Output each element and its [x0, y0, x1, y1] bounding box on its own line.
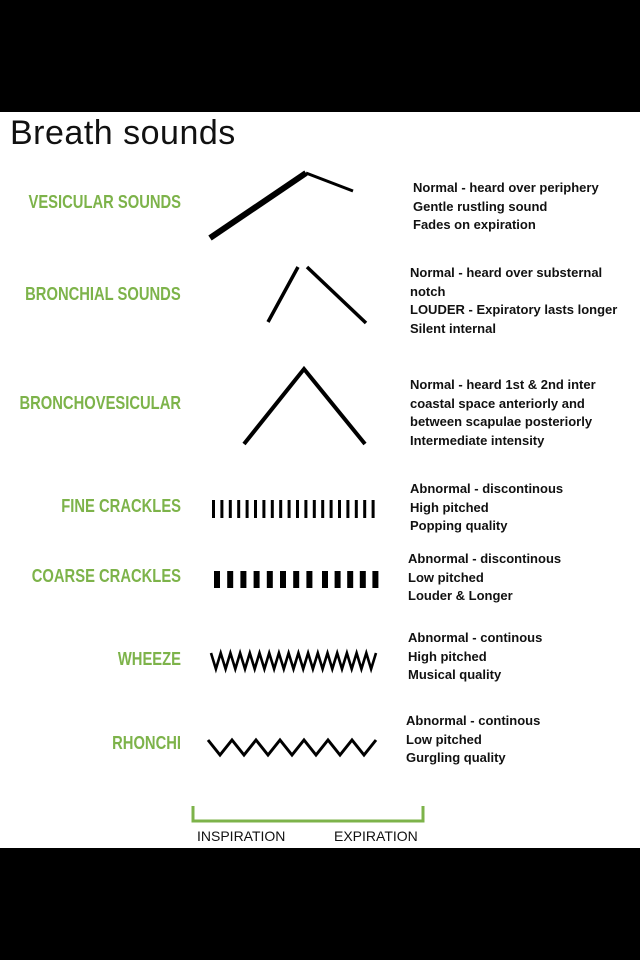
desc-coarse-crackles: Abnormal - discontinous Low pitched Loud…	[408, 550, 561, 606]
fine-crackle-tick	[371, 500, 375, 518]
desc-line: Intermediate intensity	[410, 432, 545, 448]
waveforms	[191, 170, 425, 823]
coarse-crackle-bar	[306, 571, 313, 588]
fine-crackle-tick	[296, 500, 299, 518]
label-vesicular: VESICULAR SOUNDS	[28, 192, 181, 212]
desc-line: Gentle rustling sound	[413, 198, 548, 214]
fine-crackle-tick	[254, 500, 257, 518]
desc-line: Abnormal - discontinous	[408, 551, 562, 566]
fine-crackle-tick	[329, 500, 333, 518]
desc-line: Abnormal - discontinous	[410, 481, 564, 496]
fine-crackle-tick	[270, 500, 274, 518]
label-bronchial: BRONCHIAL SOUNDS	[25, 284, 181, 304]
coarse-crackle-bar	[253, 571, 260, 588]
bronchovesicular-waveform	[242, 365, 367, 446]
label-rhonchi: RHONCHI	[112, 733, 181, 753]
desc-line: coastal space anteriorly and	[410, 395, 585, 411]
desc-line: Fades on expiration	[413, 217, 536, 232]
timeline-bracket	[191, 806, 425, 823]
coarse-crackle-bar	[280, 571, 286, 588]
fine-crackle-tick	[279, 500, 283, 518]
label-bronchovesicular: BRONCHOVESICULAR	[19, 393, 181, 413]
coarse-crackle-bar	[322, 571, 328, 588]
desc-line: Popping quality	[410, 518, 508, 533]
coarse-crackle-bar	[347, 571, 354, 588]
desc-line: LOUDER - Expiratory lasts longer	[410, 302, 618, 317]
fine-crackle-tick	[321, 500, 325, 518]
desc-line: between scapulae posteriorly	[410, 414, 593, 429]
fine-crackle-tick	[262, 500, 266, 518]
desc-line: Gurgling quality	[406, 750, 506, 765]
fine-crackle-tick	[212, 500, 215, 518]
coarse-crackle-bar	[359, 571, 366, 588]
expiration-line	[305, 171, 354, 193]
desc-line: High pitched	[410, 499, 489, 515]
label-coarse-crackles: COARSE CRACKLES	[31, 566, 181, 586]
desc-wheeze: Abnormal - continous High pitched Musica…	[408, 629, 542, 685]
inspiration-line	[208, 170, 308, 241]
vesicular-waveform	[208, 170, 354, 241]
coarse-crackles-waveform	[214, 571, 379, 588]
rhonchi-waveform	[206, 737, 378, 758]
coarse-crackle-bar	[334, 571, 341, 588]
desc-line: notch	[410, 283, 446, 299]
wheeze-waveform	[209, 648, 378, 674]
peak-line	[242, 365, 367, 446]
coarse-crackle-bar	[227, 571, 234, 588]
inspiration-label: INSPIRATION	[197, 828, 286, 844]
desc-line: Normal - heard over substernal	[410, 265, 603, 280]
desc-line: Low pitched	[406, 731, 482, 747]
page-title: Breath sounds	[10, 114, 236, 152]
fine-crackle-tick	[354, 500, 358, 518]
fine-crackle-tick	[245, 500, 249, 518]
fine-crackle-tick	[304, 500, 308, 518]
fine-crackle-tick	[237, 500, 241, 518]
expiration-line	[305, 265, 368, 325]
fine-crackle-tick	[312, 500, 316, 518]
desc-line: Silent internal	[410, 320, 496, 336]
fine-crackle-tick	[220, 500, 224, 518]
coarse-crackle-bar	[214, 571, 220, 588]
breath-sounds-chart: Breath sounds VESICULAR SOUNDS BRONCHIAL…	[0, 112, 640, 848]
desc-vesicular: Normal - heard over periphery Gentle rus…	[413, 179, 599, 235]
fine-crackle-tick	[363, 500, 367, 518]
coarse-crackle-bar	[240, 571, 247, 588]
desc-line: Abnormal - continous	[408, 630, 543, 645]
desc-line: Louder & Longer	[408, 588, 513, 603]
label-fine-crackles: FINE CRACKLES	[61, 496, 181, 516]
desc-bronchovesicular: Normal - heard 1st & 2nd inter coastal s…	[410, 376, 596, 450]
coarse-crackle-bar	[372, 571, 379, 588]
coarse-crackle-bar	[266, 571, 273, 588]
desc-fine-crackles: Abnormal - discontinous High pitched Pop…	[410, 480, 563, 536]
bronchial-waveform	[266, 265, 368, 325]
fine-crackle-tick	[346, 500, 350, 518]
desc-rhonchi: Abnormal - continous Low pitched Gurglin…	[406, 712, 540, 768]
fine-crackles-waveform	[212, 500, 375, 518]
fine-crackle-tick	[338, 500, 341, 518]
expiration-label: EXPIRATION	[334, 828, 418, 844]
desc-bronchial: Normal - heard over substernal notch LOU…	[410, 264, 617, 338]
desc-line: Abnormal - continous	[406, 713, 541, 728]
coarse-crackle-bar	[293, 571, 300, 588]
desc-line: High pitched	[408, 648, 487, 664]
desc-line: Normal - heard 1st & 2nd inter	[410, 377, 596, 392]
fine-crackle-tick	[228, 500, 232, 518]
label-wheeze: WHEEZE	[117, 649, 181, 669]
desc-line: Musical quality	[408, 667, 502, 682]
desc-line: Normal - heard over periphery	[413, 180, 599, 195]
fine-crackle-tick	[287, 500, 291, 518]
inspiration-line	[266, 266, 300, 323]
desc-line: Low pitched	[408, 569, 484, 585]
